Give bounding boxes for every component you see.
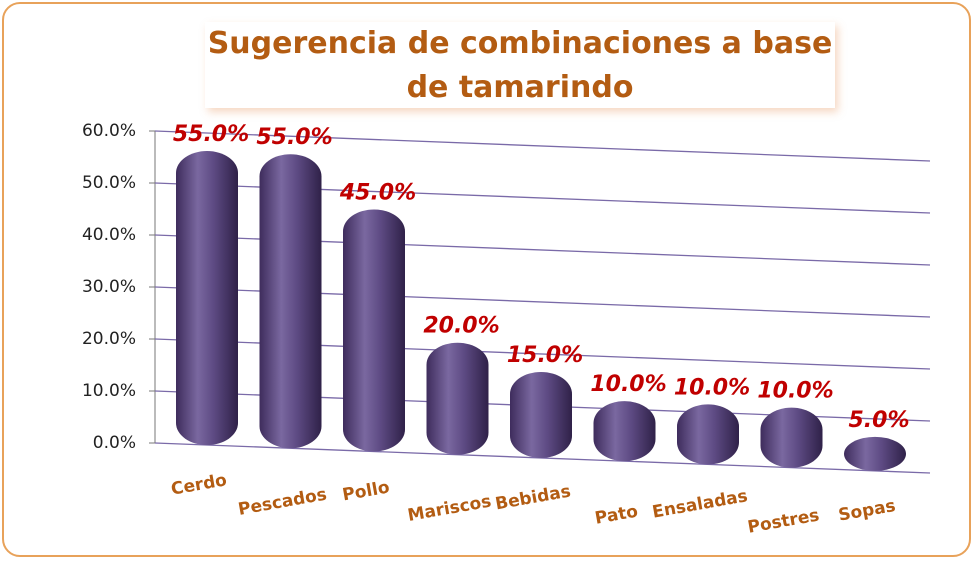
bar — [426, 342, 489, 455]
bar — [510, 371, 572, 458]
x-tick-label: Pollo — [341, 478, 391, 506]
chart-frame — [2, 2, 971, 557]
bar — [176, 151, 238, 446]
x-tick-label: Mariscos — [406, 492, 493, 526]
x-tick-label: Postres — [746, 506, 821, 538]
value-label: 20.0% — [423, 314, 499, 339]
y-tick-label: 10.0% — [82, 381, 136, 401]
y-tick-label: 30.0% — [82, 277, 136, 297]
y-tick-label: 60.0% — [82, 121, 136, 141]
y-tick-label: 0.0% — [93, 433, 136, 453]
bar — [343, 209, 405, 452]
grid-line — [154, 442, 931, 474]
value-label: 45.0% — [339, 180, 416, 205]
value-label: 15.0% — [507, 343, 583, 368]
value-label: 55.0% — [256, 125, 332, 150]
chart-title: Sugerencia de combinaciones a base de ta… — [205, 22, 835, 108]
x-tick-label: Pato — [593, 502, 639, 529]
value-label: 10.0% — [674, 375, 750, 400]
bar — [760, 407, 823, 468]
x-tick-label: Sopas — [837, 496, 897, 526]
bar — [677, 404, 739, 465]
x-tick-label: Cerdo — [170, 470, 229, 499]
x-tick-label: Ensaladas — [651, 486, 749, 522]
x-tick-label: Pescados — [237, 485, 329, 520]
value-label: 10.0% — [590, 372, 666, 397]
bar — [259, 154, 322, 449]
value-label: 10.0% — [757, 379, 833, 404]
value-label: 5.0% — [848, 408, 909, 433]
x-tick-label: Bebidas — [494, 481, 573, 514]
y-tick-label: 50.0% — [82, 173, 136, 193]
value-label: 55.0% — [173, 122, 249, 147]
y-tick-label: 40.0% — [82, 225, 136, 245]
grid-line — [154, 130, 931, 162]
bar — [844, 436, 906, 471]
y-tick-label: 20.0% — [82, 329, 136, 349]
bar — [593, 401, 656, 462]
